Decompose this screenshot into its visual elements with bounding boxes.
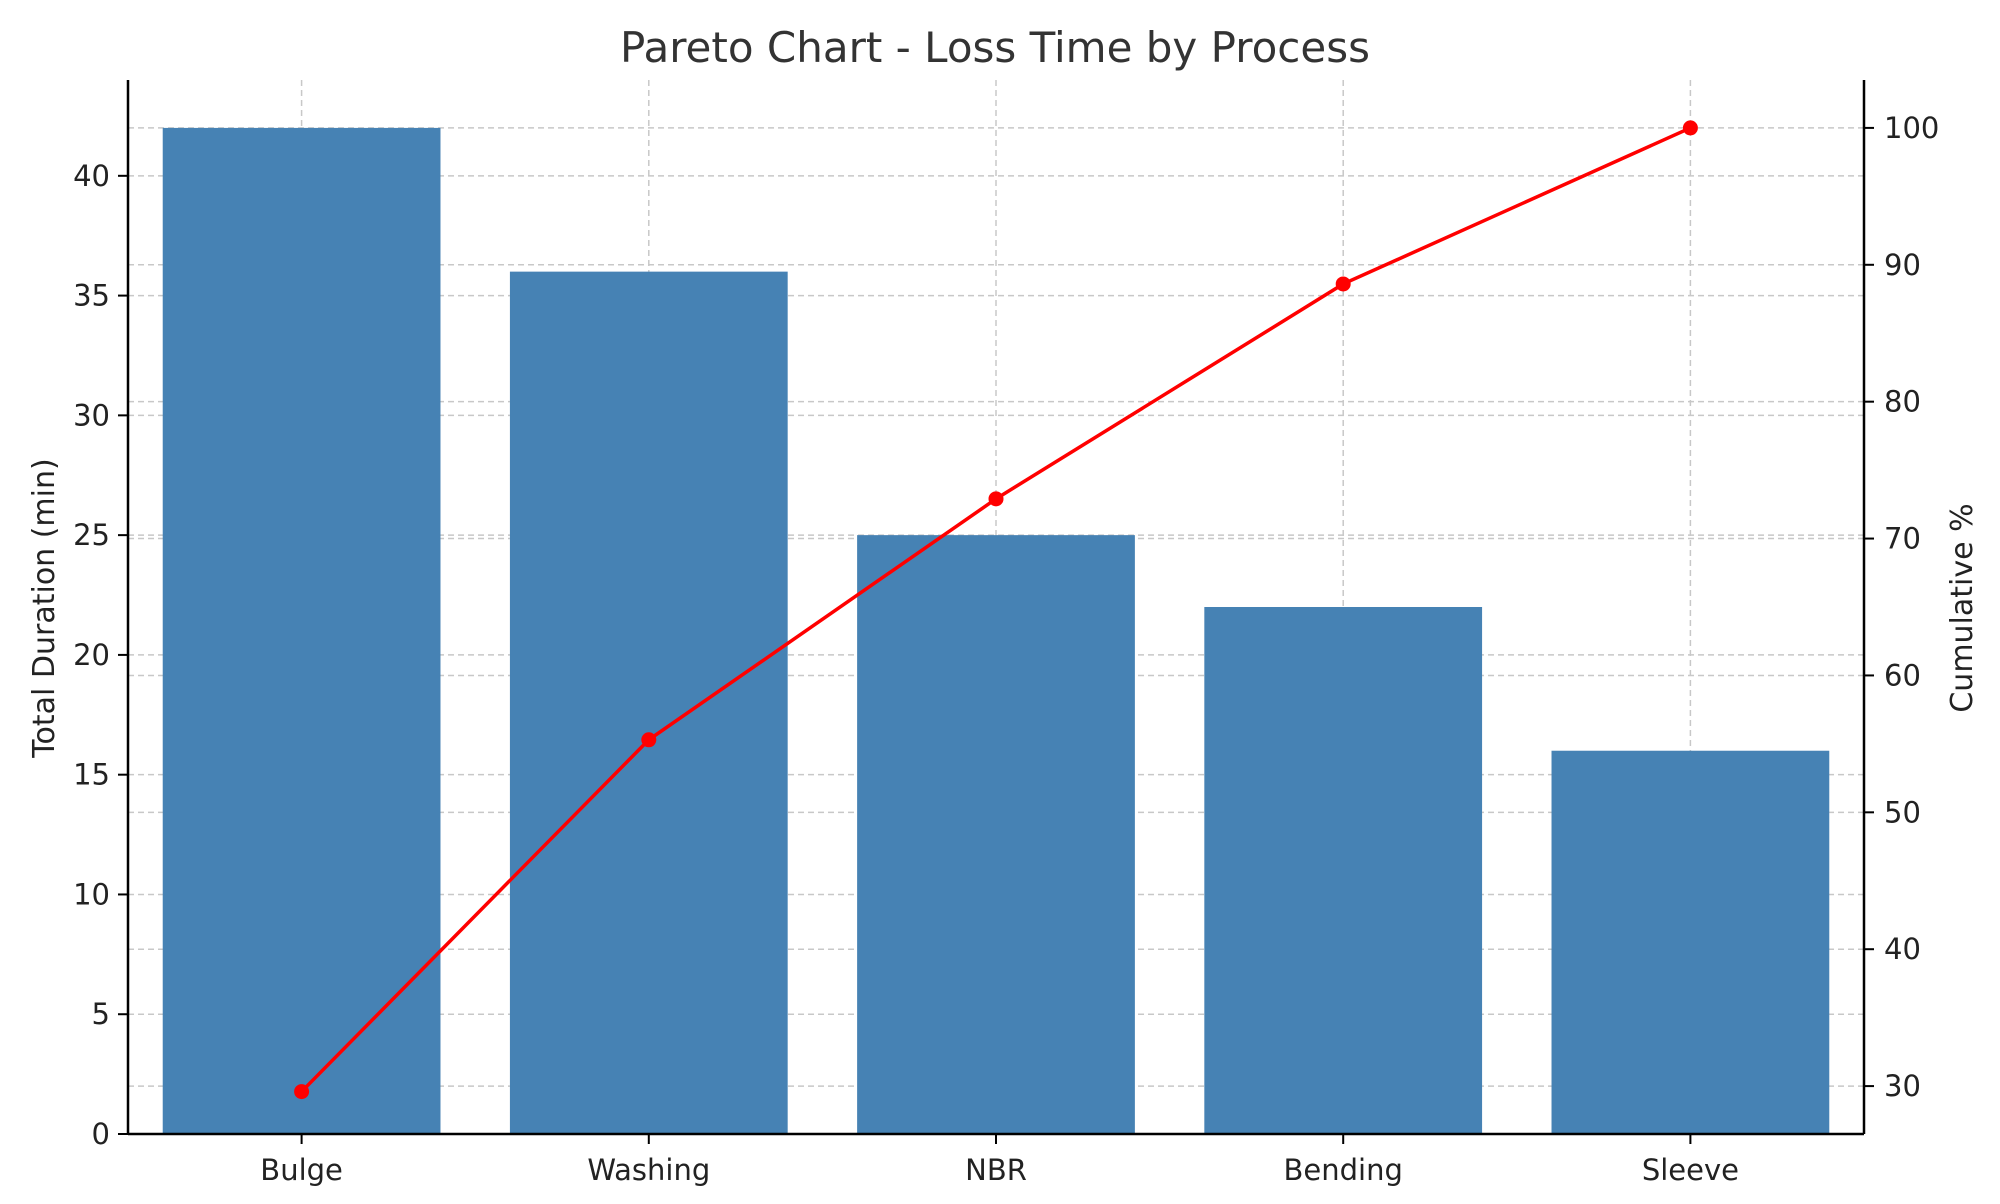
x-tick-label-nbr: NBR [965,1153,1027,1187]
y-tick-label: 0 [92,1117,110,1151]
y2-axis-label: Cumulative % [1945,503,1980,712]
y2-tick-label: 90 [1884,248,1921,282]
cumulative-point-washing [641,732,657,748]
y2-tick-label: 40 [1884,932,1921,966]
y2-tick-label: 50 [1884,795,1921,829]
y-tick-label: 40 [73,159,110,193]
x-tick-label-bulge: Bulge [260,1153,343,1187]
y2-tick-label: 60 [1884,658,1921,692]
y-tick-label: 10 [73,877,110,911]
bar-layer [162,127,1830,1135]
y2-tick-label: 70 [1884,522,1921,556]
cumulative-point-bulge [294,1084,310,1100]
x-tick-label-sleeve: Sleeve [1642,1153,1739,1187]
y-tick-label: 5 [92,997,110,1031]
cumulative-point-sleeve [1682,120,1698,136]
chart-title: Pareto Chart - Loss Time by Process [620,23,1370,72]
cumulative-point-bending [1335,276,1351,292]
bar-washing [509,271,788,1134]
y-tick-label: 15 [73,758,110,792]
line-layer [294,120,1698,1100]
y2-tick-label: 80 [1884,385,1921,419]
y2-tick-label: 30 [1884,1069,1921,1103]
y-tick-label: 35 [73,279,110,313]
y-tick-label: 25 [73,518,110,552]
bar-bulge [162,127,441,1135]
cumulative-point-nbr [988,491,1004,507]
axis-layer: 0 5 10 15 20 25 30 35 40 30 40 50 60 70 80 90 100 Bulge Wa… [73,80,1939,1187]
bar-nbr [857,535,1135,1134]
y2-tick-label: 100 [1884,111,1939,145]
x-tick-label-washing: Washing [587,1153,710,1187]
bar-sleeve [1551,750,1830,1134]
y-tick-label: 30 [73,398,110,432]
y-axis-label: Total Duration (min) [27,458,62,758]
x-tick-label-bending: Bending [1284,1153,1403,1187]
y-tick-label: 20 [73,638,110,672]
bar-bending [1204,607,1483,1134]
